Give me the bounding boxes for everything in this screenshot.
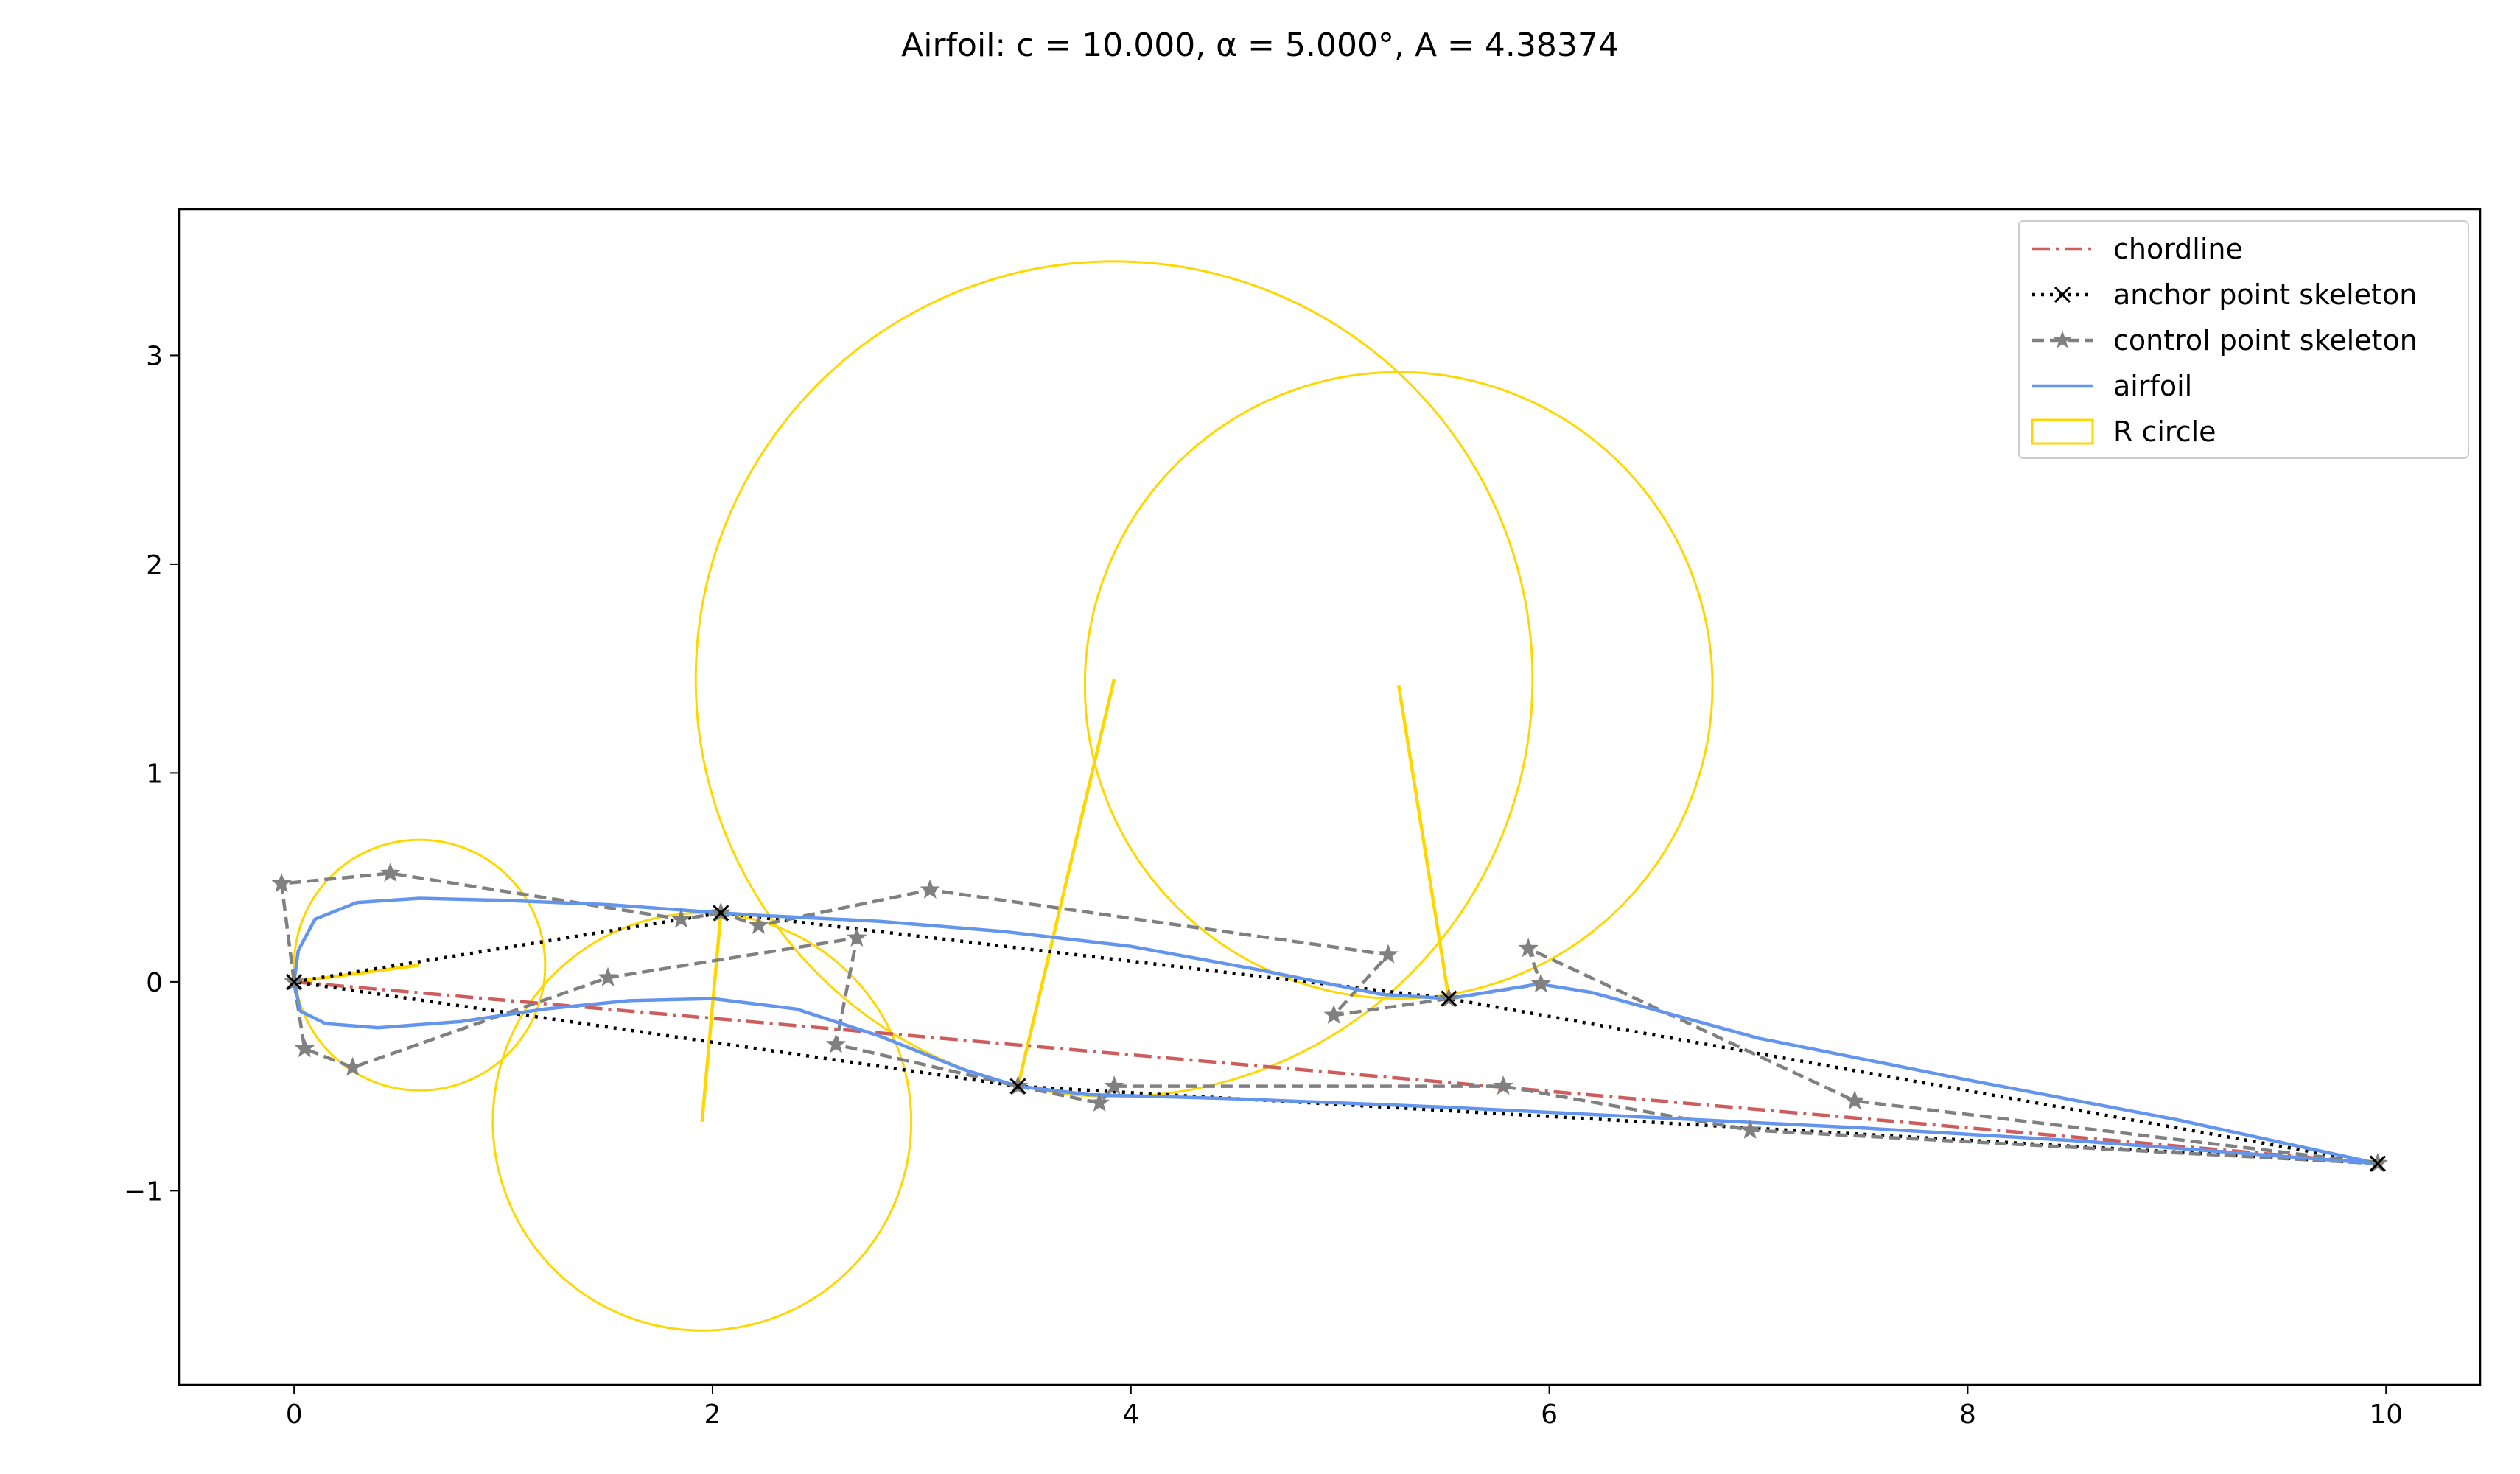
control-point-marker-6 xyxy=(1323,1004,1344,1024)
y-tick-label-1: 0 xyxy=(146,968,163,998)
control-point-marker-21 xyxy=(825,1033,847,1053)
anchor-point-marker-2 xyxy=(713,905,729,922)
legend-rcircle-handle xyxy=(2031,418,2094,445)
r-circle-radius-1 xyxy=(700,913,723,1123)
control-point-marker-8 xyxy=(920,879,940,899)
plot-area xyxy=(271,260,2388,1332)
control-point-marker-27 xyxy=(1740,1119,1760,1139)
r-circle-2 xyxy=(694,260,1534,1098)
control-point-marker-25 xyxy=(1104,1075,1124,1095)
legend: chordline anchor point skeleton control po… xyxy=(2018,220,2469,459)
anchor-point-marker-3-b xyxy=(286,973,303,990)
axes-frame xyxy=(178,208,2482,1386)
x-tick-label-5: 10 xyxy=(2369,1400,2403,1430)
r-circle-radius-2 xyxy=(1016,678,1116,1087)
chordline-line xyxy=(293,980,2379,1165)
control-point-marker-7 xyxy=(1378,944,1399,964)
x-tick-label-4: 8 xyxy=(1959,1400,1976,1430)
legend-control-label: control point skeleton xyxy=(2113,324,2418,357)
legend-anchor-marker-b xyxy=(2054,286,2071,303)
anchor-point-marker-4-b xyxy=(1009,1078,1026,1095)
legend-anchor-marker xyxy=(2054,286,2071,303)
control-point-marker-20 xyxy=(847,927,867,947)
control-point-marker-13 xyxy=(380,863,401,882)
control-point-marker-1 xyxy=(1844,1090,1865,1110)
r-circle-radius-3 xyxy=(1396,684,1451,999)
axis-ticks: 0 2 4 6 8 10 −1 0 1 2 3 xyxy=(124,341,2403,1430)
r-circle-radius-0 xyxy=(293,963,420,984)
control-point-marker-2 xyxy=(1518,938,1539,958)
control-point-marker-12 xyxy=(671,908,692,928)
legend-airfoil-label: airfoil xyxy=(2113,370,2192,402)
y-tick-label-0: −1 xyxy=(124,1176,163,1207)
legend-chordline-label: chordline xyxy=(2113,233,2243,265)
r-circle-3 xyxy=(1083,371,1714,1000)
legend-rcircle-label: R circle xyxy=(2113,415,2216,448)
anchor-point-marker-2-b xyxy=(713,905,729,922)
x-tick-label-2: 4 xyxy=(1122,1400,1139,1430)
control-point-marker-9 xyxy=(748,914,769,935)
control-skeleton-line-4 xyxy=(1018,1084,2379,1165)
control-skeleton-line-1 xyxy=(720,888,1449,1018)
anchor-point-marker-5 xyxy=(2369,1155,2386,1172)
anchor-point-marker-1-b xyxy=(1441,990,1457,1007)
x-tick-label-1: 2 xyxy=(704,1400,721,1430)
y-tick-label-3: 2 xyxy=(146,550,163,580)
anchor-point-marker-3 xyxy=(286,973,303,990)
control-point-marker-3 xyxy=(1530,973,1551,993)
anchor-point-marker-1 xyxy=(1441,990,1457,1007)
legend-box xyxy=(2018,220,2469,459)
legend-anchor-label: anchor point skeleton xyxy=(2113,278,2417,311)
chart-title: Airfoil: c = 10.000, α = 5.000°, A = 4.3… xyxy=(901,27,1619,64)
control-point-marker-17 xyxy=(294,1038,315,1058)
x-tick-label-0: 0 xyxy=(286,1400,303,1430)
airfoil-line xyxy=(292,896,2379,1165)
y-tick-label-4: 3 xyxy=(146,341,163,371)
anchor-point-marker-5-b xyxy=(2369,1155,2386,1172)
control-point-marker-14 xyxy=(271,873,292,893)
x-tick-label-3: 6 xyxy=(1541,1400,1558,1430)
r-circle-0 xyxy=(293,838,547,1092)
control-point-marker-18 xyxy=(342,1056,363,1076)
control-point-marker-26 xyxy=(1493,1075,1513,1095)
anchor-point-marker-4 xyxy=(1009,1078,1026,1095)
control-point-marker-19 xyxy=(598,966,618,986)
y-tick-label-2: 1 xyxy=(146,759,163,789)
legend-control-marker xyxy=(2053,331,2072,348)
control-skeleton-line-2 xyxy=(279,871,721,983)
control-point-marker-24 xyxy=(1089,1092,1110,1112)
anchor-skeleton-line xyxy=(293,911,2379,1165)
